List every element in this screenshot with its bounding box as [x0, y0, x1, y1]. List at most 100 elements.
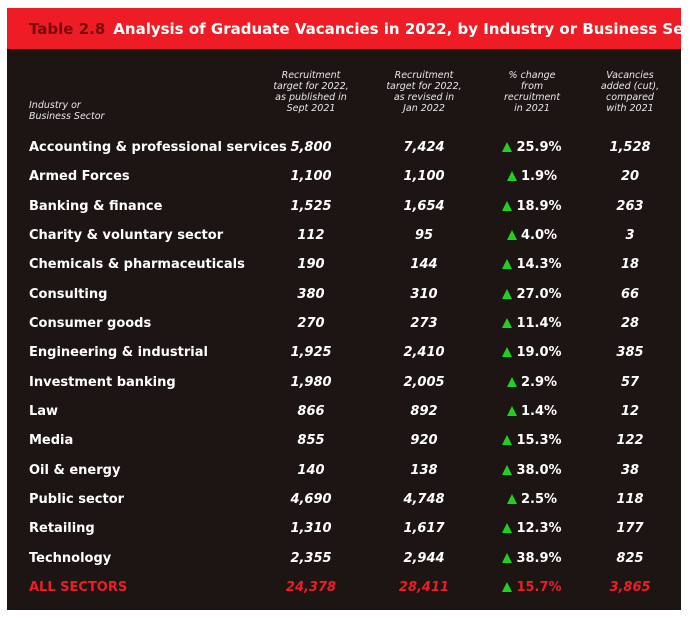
vacancies-added-value: 1,528: [609, 140, 651, 155]
target-sept-value: 112: [297, 228, 325, 243]
sector-name: Oil & energy: [29, 463, 121, 478]
sector-name: Media: [29, 433, 74, 448]
up-triangle-icon: [502, 465, 513, 475]
up-triangle-icon: [502, 553, 513, 563]
up-triangle-icon: [502, 201, 513, 211]
pct-change-value: 19.0%: [516, 345, 562, 360]
sector-name: Armed Forces: [29, 169, 130, 184]
sector-name: Consumer goods: [29, 316, 152, 331]
up-triangle-icon: [502, 347, 513, 357]
sector-name: Technology: [29, 551, 112, 566]
table-row: Investment banking 1,980 2,005 2.9% 57: [7, 372, 681, 394]
table-row: Technology 2,355 2,944 38.9% 825: [7, 548, 681, 570]
vacancies-added-value: 177: [616, 521, 644, 536]
pct-change-value: 27.0%: [516, 287, 562, 302]
pct-change-value: 18.9%: [516, 199, 562, 214]
pct-change-value: 1.9%: [520, 169, 558, 184]
up-triangle-icon: [502, 318, 513, 328]
pct-change-value: 1.4%: [520, 404, 558, 419]
table-row: Banking & finance 1,525 1,654 18.9% 263: [7, 196, 681, 218]
target-jan-value: 892: [410, 404, 438, 419]
table-row: Armed Forces 1,100 1,100 1.9% 20: [7, 166, 681, 188]
pct-change-cell: 38.9%: [487, 548, 577, 570]
up-triangle-icon: [502, 582, 513, 592]
sector-name: Retailing: [29, 521, 95, 536]
target-sept-value: 1,925: [290, 345, 332, 360]
column-header-pct-change: % change from recruitment in 2021: [503, 70, 561, 114]
pct-change-value: 14.3%: [516, 257, 562, 272]
pct-change-cell: 1.9%: [487, 166, 577, 188]
target-sept-value: 2,355: [290, 551, 332, 566]
up-triangle-icon: [506, 494, 517, 504]
target-jan-value: 95: [414, 228, 434, 243]
pct-change-value: 11.4%: [516, 316, 562, 331]
target-sept-value: 1,525: [290, 199, 332, 214]
pct-change-cell: 4.0%: [487, 225, 577, 247]
total-row: ALL SECTORS 24,378 28,411 15.7% 3,865: [7, 577, 681, 599]
vacancies-added-value: 12: [620, 404, 640, 419]
target-jan-value: 920: [410, 433, 438, 448]
target-sept-value: 5,800: [290, 140, 332, 155]
pct-change-value: 4.0%: [520, 228, 558, 243]
vacancies-added-value: 118: [616, 492, 644, 507]
target-sept-value: 270: [297, 316, 325, 331]
pct-change-value: 15.3%: [516, 433, 562, 448]
pct-change-cell: 11.4%: [487, 313, 577, 335]
table-label: Table 2.8: [29, 19, 106, 38]
column-header-sector: Industry or Business Sector: [29, 100, 105, 122]
vacancies-added-value: 825: [616, 551, 644, 566]
target-jan-value: 310: [410, 287, 438, 302]
target-sept-value: 380: [297, 287, 325, 302]
pct-change-value: 38.0%: [516, 463, 562, 478]
pct-change-cell: 2.5%: [487, 489, 577, 511]
target-sept-value: 1,100: [290, 169, 332, 184]
vacancies-added-value: 66: [620, 287, 640, 302]
pct-change-cell: 2.9%: [487, 372, 577, 394]
table-title: Analysis of Graduate Vacancies in 2022, …: [113, 19, 690, 38]
sector-name: Law: [29, 404, 59, 419]
vacancies-added-value: 38: [620, 463, 640, 478]
target-jan-value: 4,748: [403, 492, 445, 507]
table-row: Media 855 920 15.3% 122: [7, 430, 681, 452]
table-row: Accounting & professional services 5,800…: [7, 137, 681, 159]
vacancies-added-value: 385: [616, 345, 644, 360]
sector-name: Chemicals & pharmaceuticals: [29, 257, 245, 272]
total-pct-change-cell: 15.7%: [487, 577, 577, 599]
target-jan-value: 2,005: [403, 375, 445, 390]
pct-change-cell: 12.3%: [487, 518, 577, 540]
table-header-bar: Table 2.8 Analysis of Graduate Vacancies…: [7, 8, 690, 49]
pct-change-cell: 1.4%: [487, 401, 577, 423]
target-sept-value: 866: [297, 404, 325, 419]
total-pct-change-value: 15.7%: [516, 580, 562, 595]
table-row: Chemicals & pharmaceuticals 190 144 14.3…: [7, 254, 681, 276]
sector-name: Accounting & professional services: [29, 140, 287, 155]
vacancies-added-value: 122: [616, 433, 644, 448]
pct-change-cell: 25.9%: [487, 137, 577, 159]
total-label: ALL SECTORS: [29, 580, 128, 595]
total-target-jan-value: 28,411: [398, 580, 450, 595]
target-jan-value: 144: [410, 257, 438, 272]
pct-change-cell: 19.0%: [487, 342, 577, 364]
up-triangle-icon: [502, 289, 513, 299]
vacancies-added-value: 3: [625, 228, 635, 243]
column-header-target-jan-2022: Recruitment target for 2022, as revised …: [386, 70, 462, 114]
target-sept-value: 4,690: [290, 492, 332, 507]
sector-name: Charity & voluntary sector: [29, 228, 224, 243]
target-jan-value: 1,617: [403, 521, 445, 536]
target-sept-value: 1,310: [290, 521, 332, 536]
vacancies-added-value: 18: [620, 257, 640, 272]
target-jan-value: 7,424: [403, 140, 445, 155]
pct-change-cell: 18.9%: [487, 196, 577, 218]
target-jan-value: 2,410: [403, 345, 445, 360]
sector-name: Engineering & industrial: [29, 345, 208, 360]
target-jan-value: 138: [410, 463, 438, 478]
target-sept-value: 1,980: [290, 375, 332, 390]
target-sept-value: 855: [297, 433, 325, 448]
up-triangle-icon: [506, 171, 517, 181]
table-panel: Table 2.8 Analysis of Graduate Vacancies…: [7, 8, 690, 610]
table-row: Consumer goods 270 273 11.4% 28: [7, 313, 681, 335]
pct-change-value: 2.9%: [520, 375, 558, 390]
pct-change-cell: 27.0%: [487, 284, 577, 306]
pct-change-value: 38.9%: [516, 551, 562, 566]
vacancies-added-value: 57: [620, 375, 640, 390]
